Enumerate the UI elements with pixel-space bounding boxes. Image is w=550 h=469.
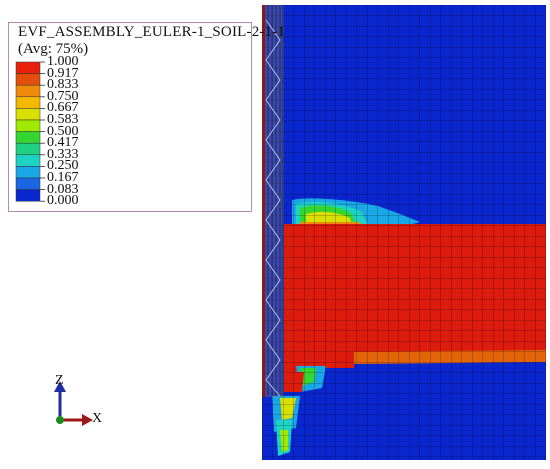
legend-title: EVF_ASSEMBLY_EULER-1_SOIL-2-1-1 [18, 24, 286, 40]
legend-color-band [15, 119, 41, 132]
legend-tick-label: 0.500 [47, 123, 79, 139]
mesh-grid [262, 5, 546, 460]
coordinate-triad [54, 381, 93, 426]
legend-tick-label: 0.417 [47, 135, 79, 151]
legend-tick-label: 0.167 [47, 170, 79, 185]
pile-shaft [262, 5, 284, 397]
legend-color-band [15, 108, 41, 121]
legend-color-band [15, 73, 41, 86]
legend-tick-label: 0.833 [47, 77, 79, 93]
x-axis-arrowhead [82, 414, 93, 426]
pile-zigzag [265, 19, 281, 397]
legend-tick-label: 1.000 [47, 54, 79, 69]
legend-color-bar [15, 61, 45, 202]
legend-tick-label: 0.667 [47, 100, 79, 116]
legend-color-band [15, 84, 41, 98]
legend-tick-label: 0.750 [47, 88, 79, 104]
legend-color-band [15, 131, 41, 144]
pile-wall-red [262, 5, 265, 397]
legend-color-band [15, 166, 41, 179]
legend-color-band [15, 61, 41, 74]
legend-tick-label: 0.083 [47, 181, 79, 197]
legend-color-band [15, 177, 41, 190]
legend-tick-label: 0.333 [47, 146, 79, 162]
z-axis-arrowhead [54, 381, 66, 392]
legend-tick-label: 0.583 [47, 112, 79, 127]
z-axis-label: Z [55, 373, 64, 388]
legend-color-band [15, 142, 41, 156]
legend-color-band [15, 96, 41, 109]
legend-panel [8, 22, 252, 212]
legend-color-band [15, 154, 41, 167]
legend-tick-label: 0.917 [47, 65, 79, 81]
legend-color-band [15, 189, 41, 202]
x-axis-label: X [92, 411, 103, 426]
legend-tick-label: 0.250 [47, 158, 79, 174]
legend-tick-label: 0.000 [47, 193, 79, 209]
triad-origin [56, 416, 64, 424]
legend-subtitle: (Avg: 75%) [18, 41, 89, 57]
